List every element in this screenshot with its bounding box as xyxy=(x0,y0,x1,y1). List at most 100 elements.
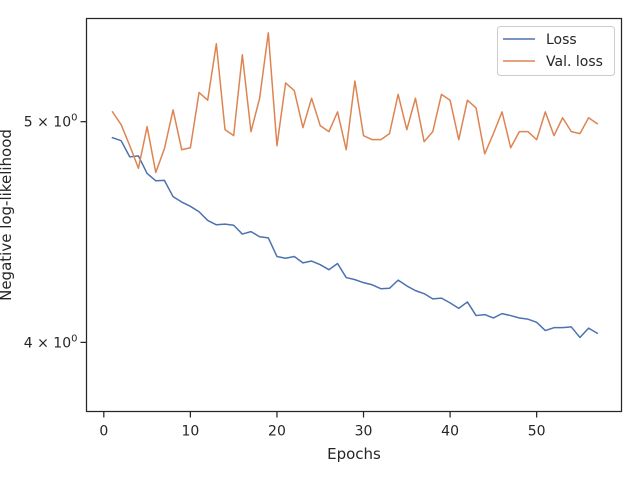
data-point-val-loss xyxy=(172,109,174,111)
data-point-val-loss xyxy=(224,129,226,131)
data-point-loss xyxy=(207,220,209,222)
data-point-val-loss xyxy=(319,125,321,127)
data-point-loss xyxy=(337,263,339,265)
data-point-loss xyxy=(484,314,486,316)
data-point-loss xyxy=(562,327,564,329)
data-point-loss xyxy=(285,257,287,259)
data-point-loss xyxy=(415,290,417,292)
data-point-val-loss xyxy=(328,131,330,133)
data-point-loss xyxy=(198,211,200,213)
data-point-val-loss xyxy=(389,133,391,135)
data-point-loss xyxy=(311,260,313,262)
data-point-val-loss xyxy=(562,117,564,119)
data-point-loss xyxy=(527,318,529,320)
x-tick-label: 40 xyxy=(441,424,459,440)
data-point-loss xyxy=(588,327,590,329)
plot-frame xyxy=(85,17,623,413)
data-point-val-loss xyxy=(397,94,399,96)
data-point-val-loss xyxy=(146,126,148,128)
data-point-loss xyxy=(164,180,166,182)
data-point-val-loss xyxy=(164,148,166,150)
data-point-val-loss xyxy=(259,97,261,99)
data-point-loss xyxy=(536,322,538,324)
data-point-loss xyxy=(458,308,460,310)
data-point-loss xyxy=(510,315,512,317)
data-point-val-loss xyxy=(190,147,192,149)
data-point-val-loss xyxy=(588,117,590,119)
series-layer xyxy=(111,32,599,339)
legend: Loss Val. loss xyxy=(497,26,615,76)
x-tick-label: 0 xyxy=(99,424,108,440)
data-point-val-loss xyxy=(527,131,529,133)
data-point-val-loss xyxy=(501,111,503,113)
data-point-val-loss xyxy=(155,172,157,174)
data-point-val-loss xyxy=(441,94,443,96)
data-point-val-loss xyxy=(129,145,131,147)
data-point-val-loss xyxy=(293,90,295,92)
data-point-loss xyxy=(501,313,503,315)
data-point-loss xyxy=(553,327,555,329)
data-point-loss xyxy=(250,231,252,233)
data-point-val-loss xyxy=(596,123,598,125)
data-point-loss xyxy=(129,156,131,158)
data-point-val-loss xyxy=(268,32,270,34)
data-point-loss xyxy=(441,297,443,299)
data-point-loss xyxy=(242,233,244,235)
data-point-loss xyxy=(467,301,469,303)
data-point-val-loss xyxy=(120,124,122,126)
data-point-loss xyxy=(302,262,304,264)
y-axis-label: Negative log-likelihood xyxy=(0,129,15,301)
x-tick-label: 10 xyxy=(181,424,199,440)
series-line-loss xyxy=(111,136,599,339)
data-point-loss xyxy=(545,330,547,332)
data-point-loss xyxy=(259,236,261,238)
data-point-val-loss xyxy=(285,82,287,84)
data-point-loss xyxy=(224,223,226,225)
data-point-loss xyxy=(397,279,399,281)
data-point-val-loss xyxy=(449,99,451,101)
data-point-loss xyxy=(293,256,295,258)
data-point-loss xyxy=(268,237,270,239)
data-point-val-loss xyxy=(519,131,521,133)
data-point-val-loss xyxy=(181,149,183,151)
data-point-val-loss xyxy=(233,135,235,137)
data-point-val-loss xyxy=(432,131,434,133)
data-point-val-loss xyxy=(493,133,495,135)
data-point-val-loss xyxy=(545,111,547,113)
data-point-loss xyxy=(112,137,114,139)
x-tick-label: 30 xyxy=(355,424,373,440)
x-axis-ticks: 0 10 20 30 40 50 xyxy=(99,411,546,440)
data-point-loss xyxy=(155,180,157,182)
data-point-val-loss xyxy=(216,43,218,45)
data-point-val-loss xyxy=(371,139,373,141)
series-line-val-loss xyxy=(111,32,599,174)
data-point-val-loss xyxy=(138,167,140,169)
data-point-loss xyxy=(146,173,148,175)
data-point-val-loss xyxy=(536,139,538,141)
data-point-loss xyxy=(138,155,140,157)
data-point-loss xyxy=(216,224,218,226)
data-point-val-loss xyxy=(198,92,200,94)
data-point-loss xyxy=(449,302,451,304)
data-point-loss xyxy=(423,293,425,295)
x-axis-label: Epochs xyxy=(327,445,381,463)
data-point-val-loss xyxy=(112,111,114,113)
data-point-val-loss xyxy=(467,99,469,101)
data-point-loss xyxy=(276,256,278,258)
data-point-loss xyxy=(371,284,373,286)
data-point-val-loss xyxy=(415,97,417,99)
legend-label-val-loss: Val. loss xyxy=(546,54,603,70)
data-point-val-loss xyxy=(337,111,339,113)
data-point-val-loss xyxy=(458,139,460,141)
data-point-val-loss xyxy=(207,99,209,101)
data-point-loss xyxy=(172,196,174,198)
data-point-loss xyxy=(328,269,330,271)
data-point-val-loss xyxy=(354,80,356,82)
data-point-loss xyxy=(493,317,495,319)
data-point-val-loss xyxy=(423,141,425,143)
data-point-loss xyxy=(389,287,391,289)
data-point-val-loss xyxy=(363,135,365,137)
data-point-loss xyxy=(570,326,572,328)
data-point-val-loss xyxy=(302,127,304,129)
